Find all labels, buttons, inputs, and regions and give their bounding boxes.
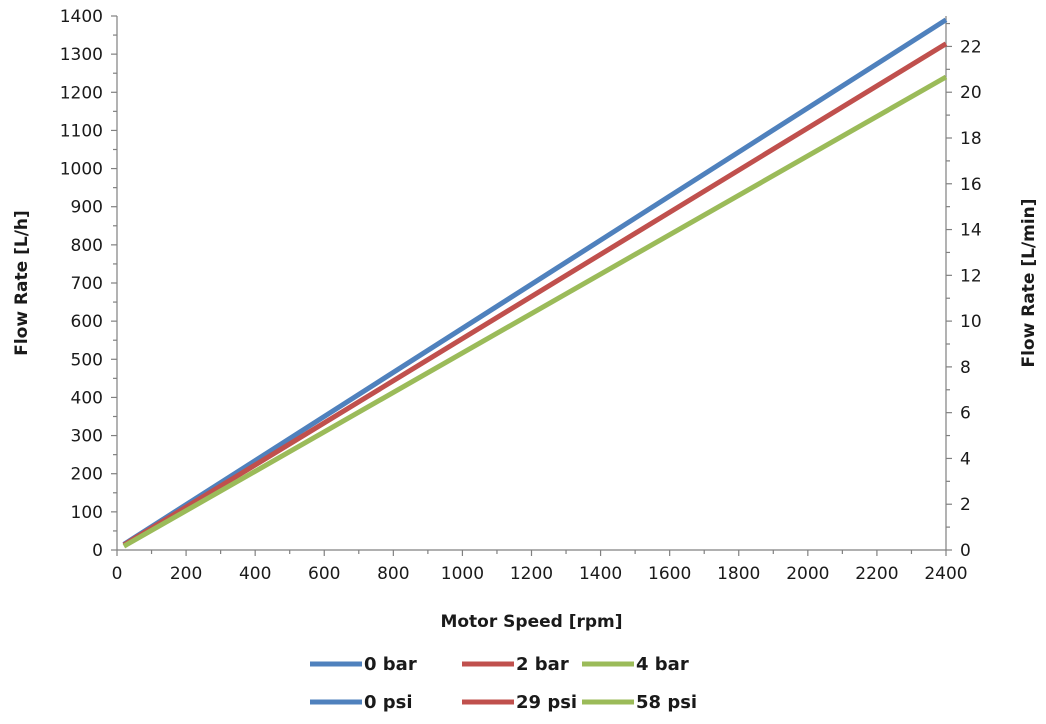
x-tick-label: 2400 bbox=[924, 564, 967, 584]
y-tick-label: 500 bbox=[71, 350, 103, 370]
legend: 0 bar 2 bar 4 bar 0 psi 29 psi 58 psi bbox=[310, 654, 697, 713]
legend-label: 4 bar bbox=[636, 654, 689, 675]
y-tick-label: 200 bbox=[71, 465, 103, 485]
legend-label: 29 psi bbox=[516, 692, 577, 713]
y-tick-label: 600 bbox=[71, 312, 103, 332]
y-tick-label: 400 bbox=[71, 388, 103, 408]
legend-label: 58 psi bbox=[636, 692, 697, 713]
x-tick-label: 2000 bbox=[786, 564, 829, 584]
x-tick-label: 400 bbox=[239, 564, 271, 584]
y-tick-label: 1000 bbox=[60, 160, 103, 180]
y-tick-label: 1100 bbox=[60, 121, 103, 141]
y2-tick-label: 2 bbox=[960, 495, 971, 515]
x-tick-label: 200 bbox=[170, 564, 202, 584]
x-tick-label: 0 bbox=[112, 564, 123, 584]
y2-tick-label: 12 bbox=[960, 266, 982, 286]
y2-tick-label: 4 bbox=[960, 449, 971, 469]
y-tick-label: 0 bbox=[92, 541, 103, 561]
y-tick-label: 900 bbox=[71, 198, 103, 218]
x-tick-label: 1200 bbox=[510, 564, 553, 584]
axes: 0 200 400 600 800 1000 1200 1400 1600 1800 2000 220… bbox=[60, 7, 982, 584]
series-lines bbox=[122, 17, 948, 549]
y-tick-label: 700 bbox=[71, 274, 103, 294]
x-tick-label: 2200 bbox=[855, 564, 898, 584]
series-line bbox=[122, 17, 948, 547]
x-tick-label: 1400 bbox=[579, 564, 622, 584]
y-tick-label: 1400 bbox=[60, 7, 103, 27]
x-tick-label: 1000 bbox=[441, 564, 484, 584]
legend-label: 2 bar bbox=[516, 654, 569, 675]
y2-axis-title: Flow Rate [L/min] bbox=[1019, 198, 1039, 367]
x-axis-title: Motor Speed [rpm] bbox=[440, 612, 622, 632]
y2-tick-label: 20 bbox=[960, 83, 982, 103]
y2-tick-label: 22 bbox=[960, 37, 982, 57]
y-axis-title: Flow Rate [L/h] bbox=[12, 210, 32, 356]
x-tick-label: 1800 bbox=[717, 564, 760, 584]
series-line bbox=[122, 74, 948, 549]
legend-label: 0 psi bbox=[364, 692, 413, 713]
y2-tick-label: 16 bbox=[960, 175, 982, 195]
x-tick-label: 1600 bbox=[648, 564, 691, 584]
y-tick-label: 800 bbox=[71, 236, 103, 256]
x-tick-label: 800 bbox=[377, 564, 409, 584]
y2-tick-label: 0 bbox=[960, 541, 971, 561]
y-tick-label: 1300 bbox=[60, 45, 103, 65]
y2-tick-label: 6 bbox=[960, 404, 971, 424]
y-tick-label: 1200 bbox=[60, 83, 103, 103]
y-tick-label: 100 bbox=[71, 503, 103, 523]
series-line bbox=[122, 41, 948, 548]
y2-tick-label: 10 bbox=[960, 312, 982, 332]
x-tick-label: 600 bbox=[308, 564, 340, 584]
y2-tick-label: 14 bbox=[960, 221, 982, 241]
y2-tick-label: 18 bbox=[960, 129, 982, 149]
legend-label: 0 bar bbox=[364, 654, 417, 675]
y2-tick-label: 8 bbox=[960, 358, 971, 378]
y-tick-label: 300 bbox=[71, 427, 103, 447]
